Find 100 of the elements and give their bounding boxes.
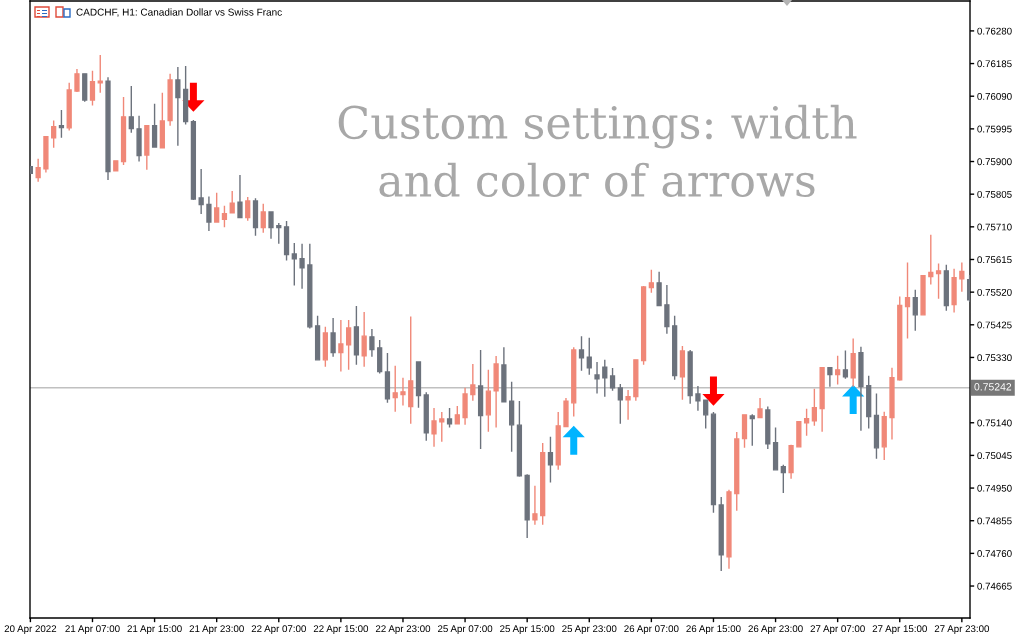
candlestick bbox=[198, 168, 204, 215]
candlestick bbox=[268, 210, 274, 240]
candlestick bbox=[175, 66, 181, 147]
candlestick bbox=[679, 345, 686, 401]
candlestick bbox=[656, 271, 662, 307]
candlestick bbox=[446, 407, 453, 429]
candlestick bbox=[431, 407, 437, 448]
candlestick bbox=[703, 399, 709, 430]
candlestick bbox=[338, 319, 344, 373]
candlestick bbox=[400, 377, 406, 407]
candlestick bbox=[726, 489, 732, 570]
candlestick bbox=[633, 359, 639, 402]
candlestick bbox=[897, 295, 903, 382]
point bbox=[842, 384, 865, 414]
candlestick bbox=[757, 397, 763, 419]
candlestick bbox=[943, 263, 949, 312]
candlestick bbox=[788, 444, 794, 480]
candlestick bbox=[353, 305, 360, 366]
candlestick bbox=[734, 431, 740, 512]
y-tick-label: 0.74950 bbox=[977, 484, 1012, 492]
candlestick bbox=[672, 315, 678, 381]
y-tick-label: 0.74760 bbox=[977, 550, 1012, 557]
candlestick bbox=[369, 328, 375, 358]
candlestick bbox=[741, 414, 748, 449]
candlestick bbox=[749, 413, 755, 447]
candlestick bbox=[516, 400, 523, 478]
candlestick bbox=[314, 315, 321, 361]
candlestick bbox=[384, 352, 391, 404]
candlestick bbox=[377, 339, 383, 375]
candlestick bbox=[858, 346, 864, 432]
candlestick bbox=[408, 315, 414, 425]
candlestick bbox=[509, 381, 515, 453]
candlestick bbox=[82, 73, 88, 103]
candlestick bbox=[423, 391, 429, 442]
y-tick-label: 0.75615 bbox=[977, 256, 1012, 264]
candlestick bbox=[260, 203, 266, 234]
candlestick bbox=[811, 388, 818, 427]
x-tick-label: 22 Apr 07:00 bbox=[251, 625, 306, 635]
x-tick-label: 20 Apr 2022 bbox=[4, 625, 57, 635]
candlestick bbox=[89, 70, 96, 107]
x-tick-label: 21 Apr 23:00 bbox=[189, 625, 244, 635]
candlestick bbox=[547, 436, 554, 484]
candlestick bbox=[105, 76, 111, 181]
candlestick bbox=[803, 407, 810, 437]
y-tick-label: 0.75045 bbox=[977, 452, 1012, 460]
candlestick bbox=[361, 311, 367, 368]
candlestick bbox=[780, 464, 786, 494]
y-tick-label: 0.75995 bbox=[977, 125, 1012, 133]
candlestick bbox=[796, 421, 802, 448]
x-tick-label: 27 Apr 15:00 bbox=[872, 625, 927, 635]
candlestick bbox=[571, 346, 577, 418]
candlestick bbox=[617, 383, 623, 425]
candlestick bbox=[819, 367, 825, 433]
candlestick bbox=[594, 361, 600, 395]
candlestick bbox=[687, 349, 693, 405]
candlestick bbox=[322, 326, 328, 368]
candlestick bbox=[765, 405, 771, 450]
ref-line-label: 0.75242 bbox=[974, 383, 1012, 391]
x-tick-label: 25 Apr 23:00 bbox=[562, 625, 617, 635]
candlestick bbox=[144, 125, 150, 171]
y-tick-label: 0.75425 bbox=[977, 321, 1012, 329]
candlestick bbox=[586, 337, 592, 376]
candlestick bbox=[190, 119, 197, 201]
candlestick bbox=[827, 367, 833, 388]
candlestick bbox=[493, 355, 499, 429]
candlestick bbox=[524, 473, 530, 539]
y-tick-label: 0.75520 bbox=[977, 288, 1012, 296]
candlestick bbox=[602, 359, 608, 398]
y-tick-label: 0.74855 bbox=[977, 517, 1012, 525]
candlestick bbox=[873, 392, 880, 460]
point bbox=[702, 376, 725, 406]
candlestick bbox=[889, 367, 895, 441]
x-tick-label: 22 Apr 23:00 bbox=[375, 625, 431, 635]
candlestick bbox=[120, 96, 127, 166]
candlestick bbox=[291, 242, 297, 287]
candlestick bbox=[43, 135, 49, 174]
candlestick bbox=[578, 335, 585, 372]
candlestick bbox=[229, 190, 235, 214]
candlestick bbox=[74, 68, 80, 93]
candlestick bbox=[237, 174, 243, 219]
candlestick bbox=[920, 274, 926, 317]
candlestick bbox=[555, 411, 561, 471]
x-tick-label: 27 Apr 07:00 bbox=[810, 625, 865, 635]
candlestick bbox=[330, 317, 336, 358]
candlestick bbox=[866, 374, 872, 430]
candlestick bbox=[951, 268, 957, 314]
candlestick bbox=[221, 205, 228, 228]
candlestick bbox=[136, 115, 142, 163]
candlestick bbox=[206, 195, 212, 232]
candlestick bbox=[842, 349, 849, 380]
candlestick bbox=[299, 242, 305, 290]
candlestick bbox=[625, 389, 631, 421]
candlestick bbox=[276, 222, 282, 245]
candlestick bbox=[307, 242, 313, 330]
candlestick bbox=[214, 192, 220, 224]
candlestick bbox=[664, 284, 670, 335]
candlestick bbox=[252, 197, 259, 237]
candlestick bbox=[283, 220, 290, 262]
candlestick bbox=[710, 411, 717, 514]
x-tick-label: 25 Apr 15:00 bbox=[500, 625, 555, 635]
